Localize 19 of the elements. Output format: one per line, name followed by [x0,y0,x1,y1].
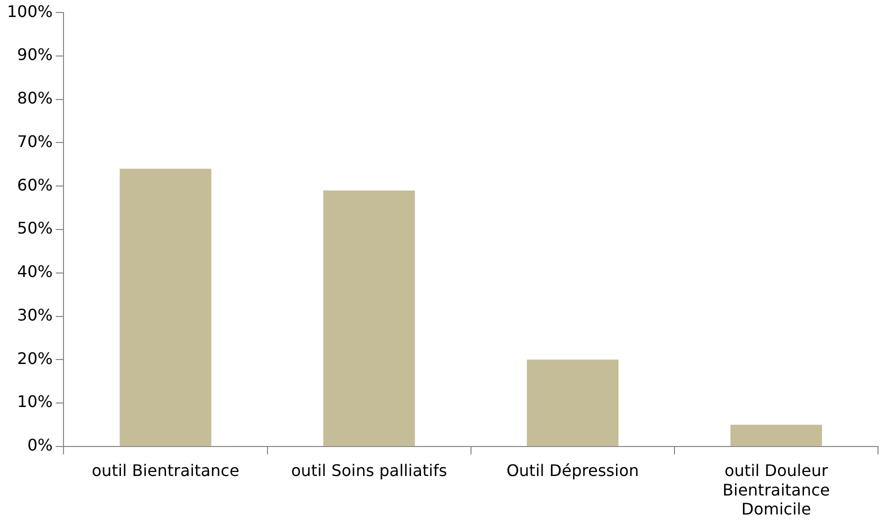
bar [120,168,212,446]
y-tick-label: 30% [17,305,53,324]
y-tick-label: 100% [6,2,53,21]
bar [730,424,822,446]
y-tick-label: 20% [17,348,53,368]
x-tick-label: outil Soins palliatifs [291,461,448,480]
y-tick-label: 10% [17,392,53,412]
y-tick-label: 0% [27,436,53,455]
x-tick-label: outil Bientraitance [92,461,240,480]
y-tick-label: 40% [17,262,53,282]
x-tick-label: outil Douleur Bientraitance Domicile [722,461,830,519]
y-tick-label: 60% [17,175,53,194]
y-tick-label: 50% [17,218,53,238]
bar [526,360,618,446]
y-tick-label: 70% [17,132,53,151]
y-tick-label: 90% [17,45,53,64]
y-tick-label: 80% [17,88,53,108]
bar [323,190,415,446]
x-tick-label: Outil Dépression [506,461,639,480]
